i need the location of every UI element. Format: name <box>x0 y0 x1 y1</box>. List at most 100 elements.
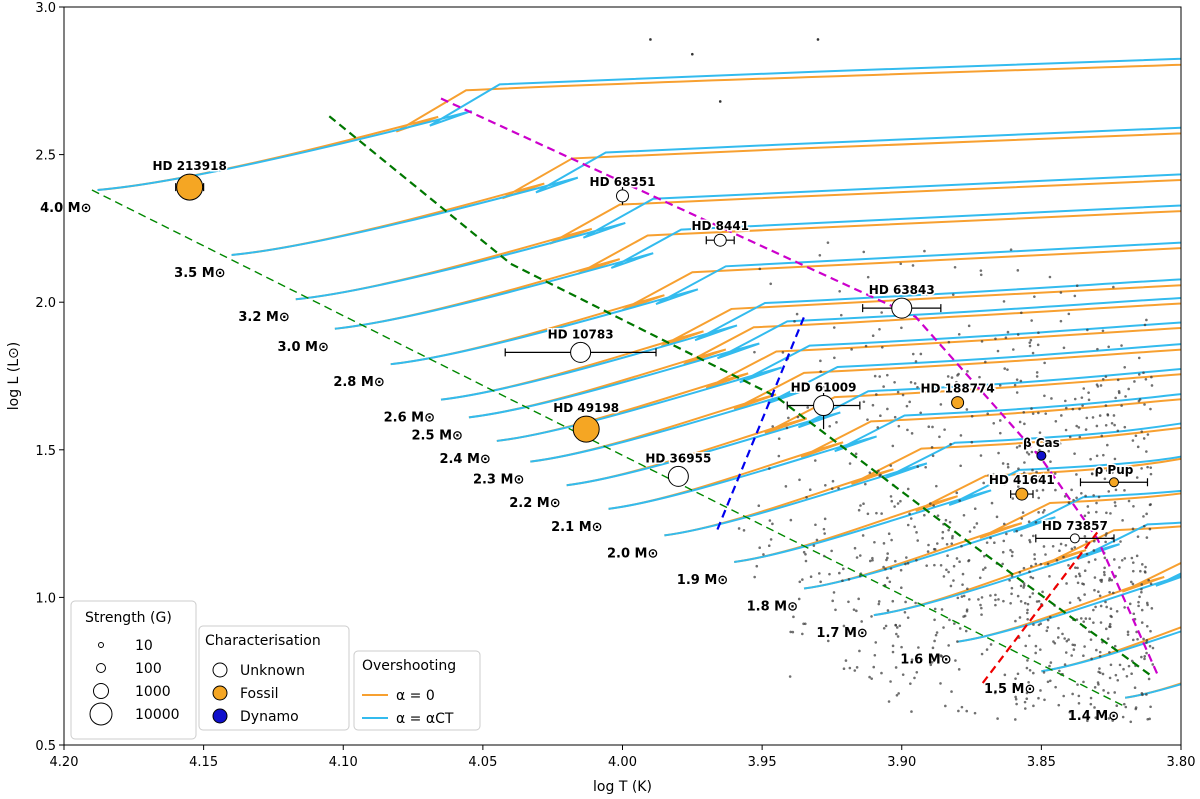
mass-labels: 4.0 M⊙ 3.5 M⊙ 3.2 M⊙ 3.0 M⊙ 2.8 M⊙ 2.6 M⊙ 2.5 … <box>40 201 1119 724</box>
background-star <box>955 557 959 560</box>
background-star <box>1003 482 1006 486</box>
background-star <box>1049 679 1052 683</box>
background-star <box>1022 586 1025 589</box>
background-star <box>962 594 966 598</box>
background-star <box>906 562 910 565</box>
background-star <box>1108 651 1111 654</box>
background-star <box>1063 637 1066 640</box>
background-star <box>1062 346 1066 350</box>
background-star <box>1011 497 1015 500</box>
background-star <box>994 603 997 607</box>
background-star <box>1004 336 1008 339</box>
background-star <box>795 312 799 316</box>
background-star <box>1023 461 1026 464</box>
background-star <box>1010 554 1014 558</box>
background-star <box>1053 641 1057 645</box>
background-star <box>850 348 853 351</box>
background-star <box>1022 410 1026 414</box>
background-star <box>1035 371 1039 374</box>
background-star <box>1064 428 1068 432</box>
background-star <box>1028 540 1032 544</box>
background-star <box>899 499 902 503</box>
background-star <box>900 326 903 330</box>
background-star <box>960 544 963 548</box>
background-star <box>1001 462 1005 465</box>
background-star <box>1043 508 1046 512</box>
track-alpha0-1.8 <box>803 492 1181 590</box>
background-star <box>1001 562 1004 566</box>
background-star <box>1098 650 1102 654</box>
background-star <box>1104 404 1108 407</box>
background-star <box>904 600 907 604</box>
background-star <box>1135 476 1139 479</box>
background-star <box>906 616 910 619</box>
background-star <box>954 659 957 662</box>
background-star <box>1083 593 1086 596</box>
star-marker <box>1036 450 1047 461</box>
background-star <box>909 380 913 384</box>
background-star <box>945 542 949 546</box>
background-star <box>952 579 955 582</box>
background-star <box>1030 407 1033 410</box>
background-star <box>994 593 997 597</box>
x-tick-label: 3.95 <box>748 755 777 770</box>
star-label: HD 8441 <box>691 219 749 233</box>
background-star <box>1032 671 1035 675</box>
background-star <box>793 320 796 323</box>
background-star <box>911 264 915 267</box>
background-star <box>999 479 1003 482</box>
background-star <box>1132 612 1136 616</box>
background-star <box>1105 532 1108 535</box>
background-star <box>1107 490 1111 493</box>
background-star <box>980 652 984 656</box>
background-star <box>1091 416 1095 419</box>
mass-label: 2.5 M⊙ <box>412 428 463 443</box>
background-star <box>899 568 903 572</box>
background-star <box>890 499 894 503</box>
background-star <box>1006 465 1010 469</box>
background-star <box>1031 478 1035 482</box>
background-star <box>879 473 882 477</box>
background-star <box>1149 582 1153 586</box>
background-star <box>915 531 918 534</box>
background-star <box>992 421 996 425</box>
background-star <box>1093 706 1096 709</box>
background-star <box>910 432 914 435</box>
background-star <box>946 375 950 378</box>
background-star <box>1098 667 1101 670</box>
background-star <box>1028 634 1031 638</box>
background-star <box>936 514 940 517</box>
background-star <box>1017 467 1020 470</box>
background-star <box>989 643 993 646</box>
background-star <box>1148 527 1152 531</box>
background-star <box>998 419 1002 422</box>
background-star <box>1035 375 1039 378</box>
background-star <box>1033 557 1036 561</box>
background-star <box>1061 632 1064 636</box>
star-label: HD 68351 <box>590 175 656 189</box>
background-star <box>1133 686 1137 690</box>
mass-label: 1.4 M⊙ <box>1068 709 1119 724</box>
background-star <box>852 608 856 611</box>
background-star <box>914 601 917 605</box>
background-star <box>1097 495 1101 499</box>
background-star <box>1048 275 1052 279</box>
background-star <box>1009 602 1012 605</box>
background-star <box>962 513 966 517</box>
background-star <box>997 451 1000 455</box>
mass-label: 1.6 M⊙ <box>900 653 951 668</box>
background-star <box>979 603 982 607</box>
background-star <box>1129 720 1133 724</box>
background-star <box>1140 608 1144 612</box>
background-star <box>1082 680 1085 684</box>
background-star <box>842 567 845 571</box>
background-star <box>1019 379 1023 383</box>
background-star <box>1022 582 1026 585</box>
background-star <box>1090 472 1094 476</box>
track-alphaCT-2.6 <box>440 278 1181 401</box>
background-star <box>855 609 858 613</box>
background-star <box>1006 368 1009 371</box>
background-star <box>939 563 943 567</box>
legend-strength-marker <box>98 642 104 648</box>
background-star <box>927 425 931 429</box>
